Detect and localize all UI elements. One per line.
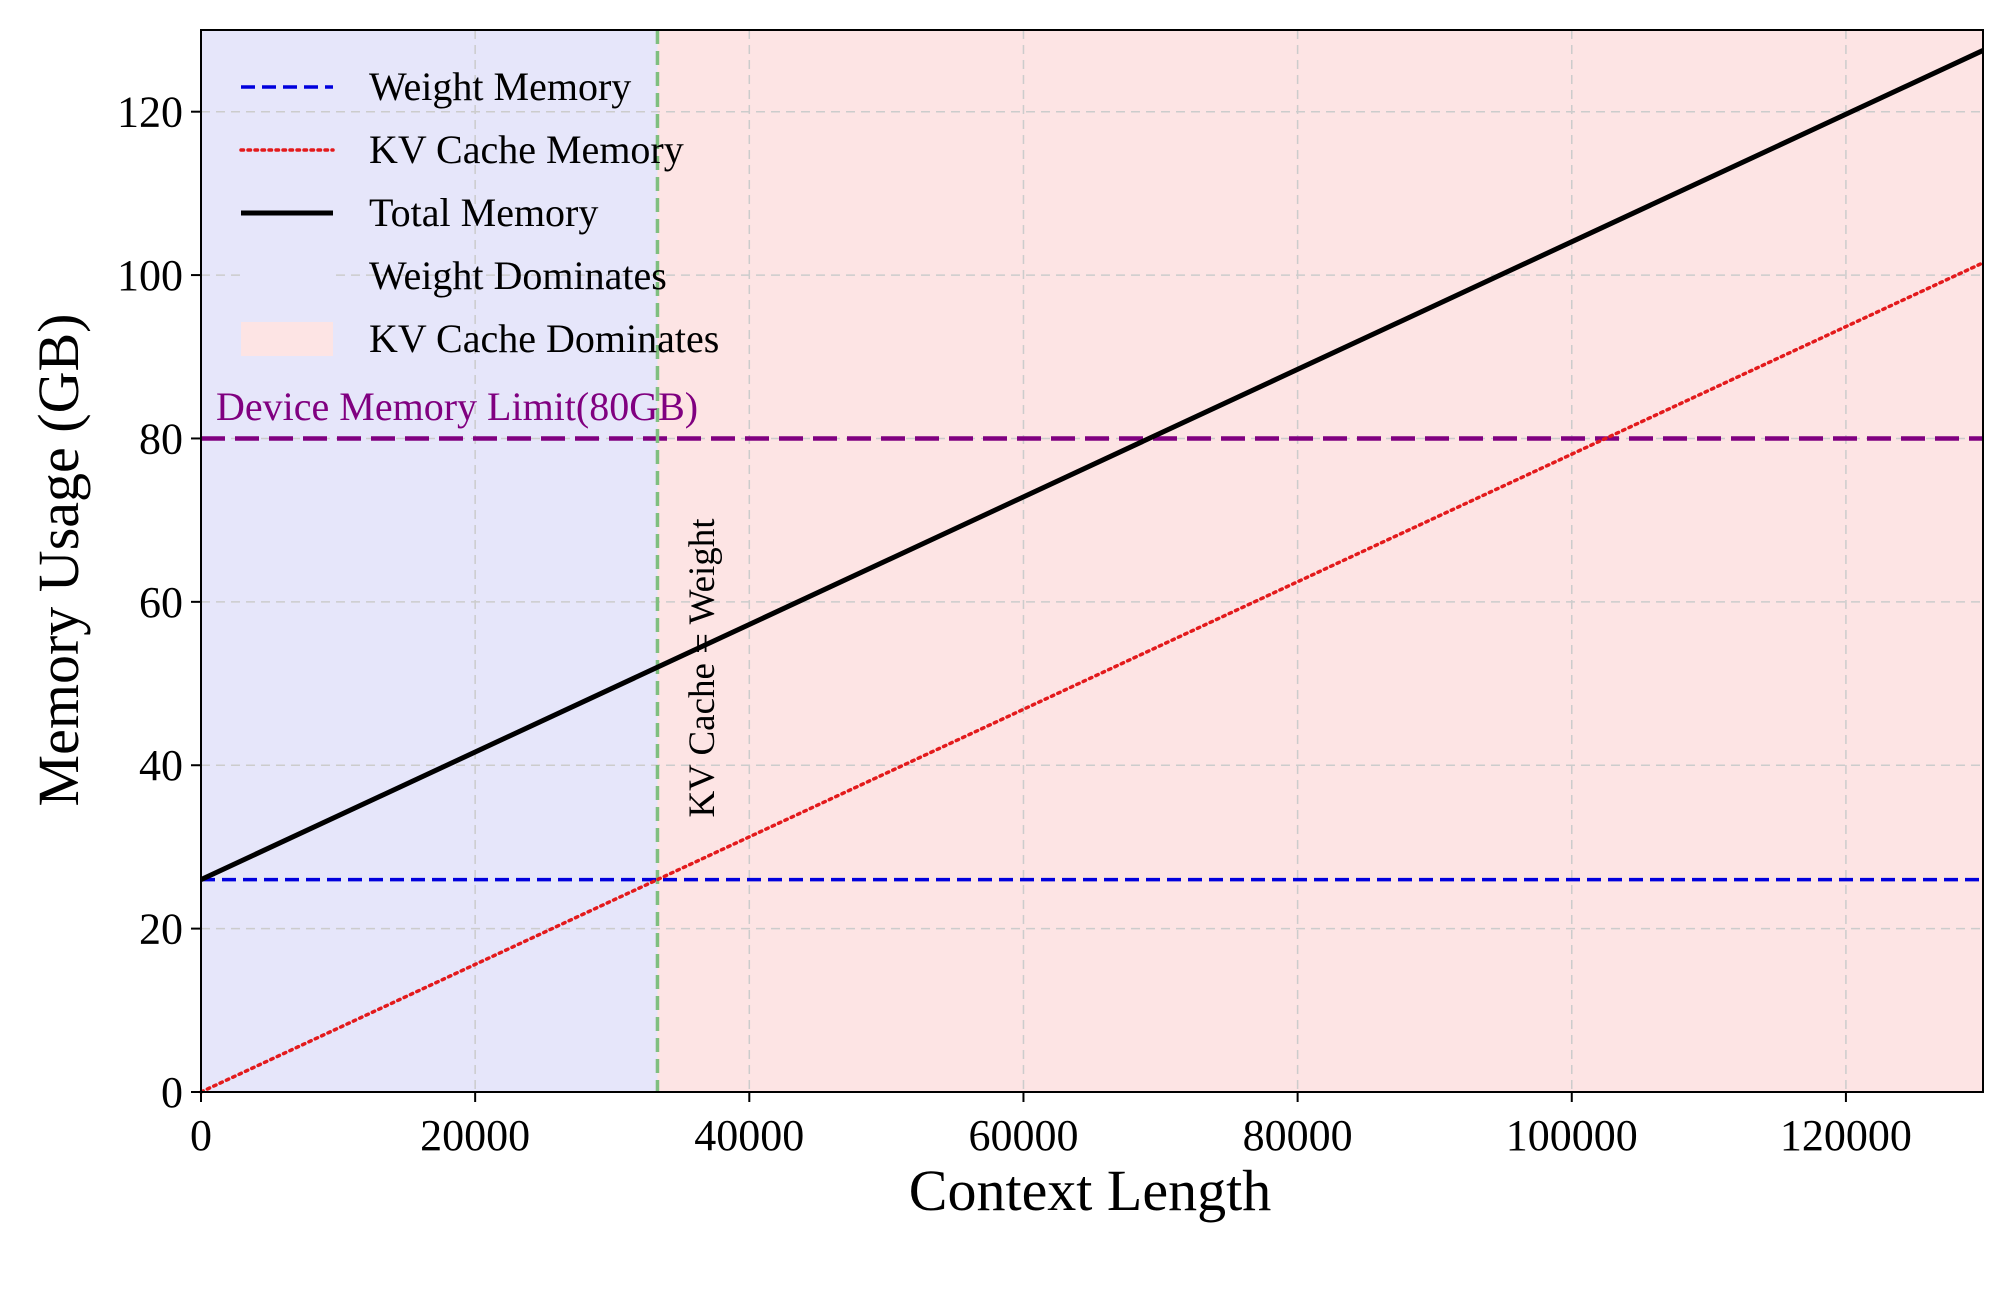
x-tick-label: 120000 bbox=[1780, 1111, 1912, 1160]
y-tick-label: 120 bbox=[117, 88, 183, 137]
legend-weight-memory-label: Weight Memory bbox=[369, 64, 631, 109]
x-axis-label: Context Length bbox=[909, 1158, 1271, 1223]
x-tick-label: 40000 bbox=[694, 1111, 804, 1160]
legend-kv-cache-dominates-label: KV Cache Dominates bbox=[369, 316, 719, 361]
y-tick-label: 20 bbox=[139, 905, 183, 954]
kv-cache-memory-line bbox=[199, 261, 1985, 1094]
y-axis: 0 20 40 60 80 100 120 bbox=[117, 88, 201, 1117]
legend-total-memory-label: Total Memory bbox=[369, 190, 598, 235]
device-memory-limit-label: Device Memory Limit(80GB) bbox=[216, 384, 698, 429]
series-lines bbox=[199, 48, 1985, 1094]
x-tick-label: 100000 bbox=[1506, 1111, 1638, 1160]
y-tick-label: 80 bbox=[139, 414, 183, 463]
x-axis: 0 20000 40000 60000 80000 100000 120000 bbox=[190, 1092, 1912, 1160]
region-kv-cache-dominates bbox=[657, 30, 1984, 1092]
legend-kv-cache-memory-label: KV Cache Memory bbox=[369, 127, 684, 172]
total-memory-line bbox=[199, 48, 1985, 882]
crossover-label: KV Cache = Weight bbox=[682, 518, 723, 818]
x-tick-label: 0 bbox=[190, 1111, 212, 1160]
x-tick-label: 60000 bbox=[968, 1111, 1078, 1160]
legend-kv-cache-dominates-swatch bbox=[241, 322, 333, 356]
x-tick-label: 20000 bbox=[420, 1111, 530, 1160]
legend-weight-dominates-swatch bbox=[241, 259, 333, 293]
legend-weight-dominates-label: Weight Dominates bbox=[369, 253, 667, 298]
plot-regions bbox=[201, 30, 1984, 1092]
x-tick-label: 80000 bbox=[1243, 1111, 1353, 1160]
y-axis-label: Memory Usage (GB) bbox=[26, 314, 91, 807]
y-tick-label: 100 bbox=[117, 251, 183, 300]
plot-frame bbox=[200, 29, 1984, 1093]
y-tick-label: 60 bbox=[139, 578, 183, 627]
y-tick-label: 0 bbox=[161, 1068, 183, 1117]
y-tick-label: 40 bbox=[139, 741, 183, 790]
legend: Weight Memory KV Cache Memory Total Memory… bbox=[239, 64, 719, 361]
reference-lines bbox=[201, 30, 1983, 1092]
